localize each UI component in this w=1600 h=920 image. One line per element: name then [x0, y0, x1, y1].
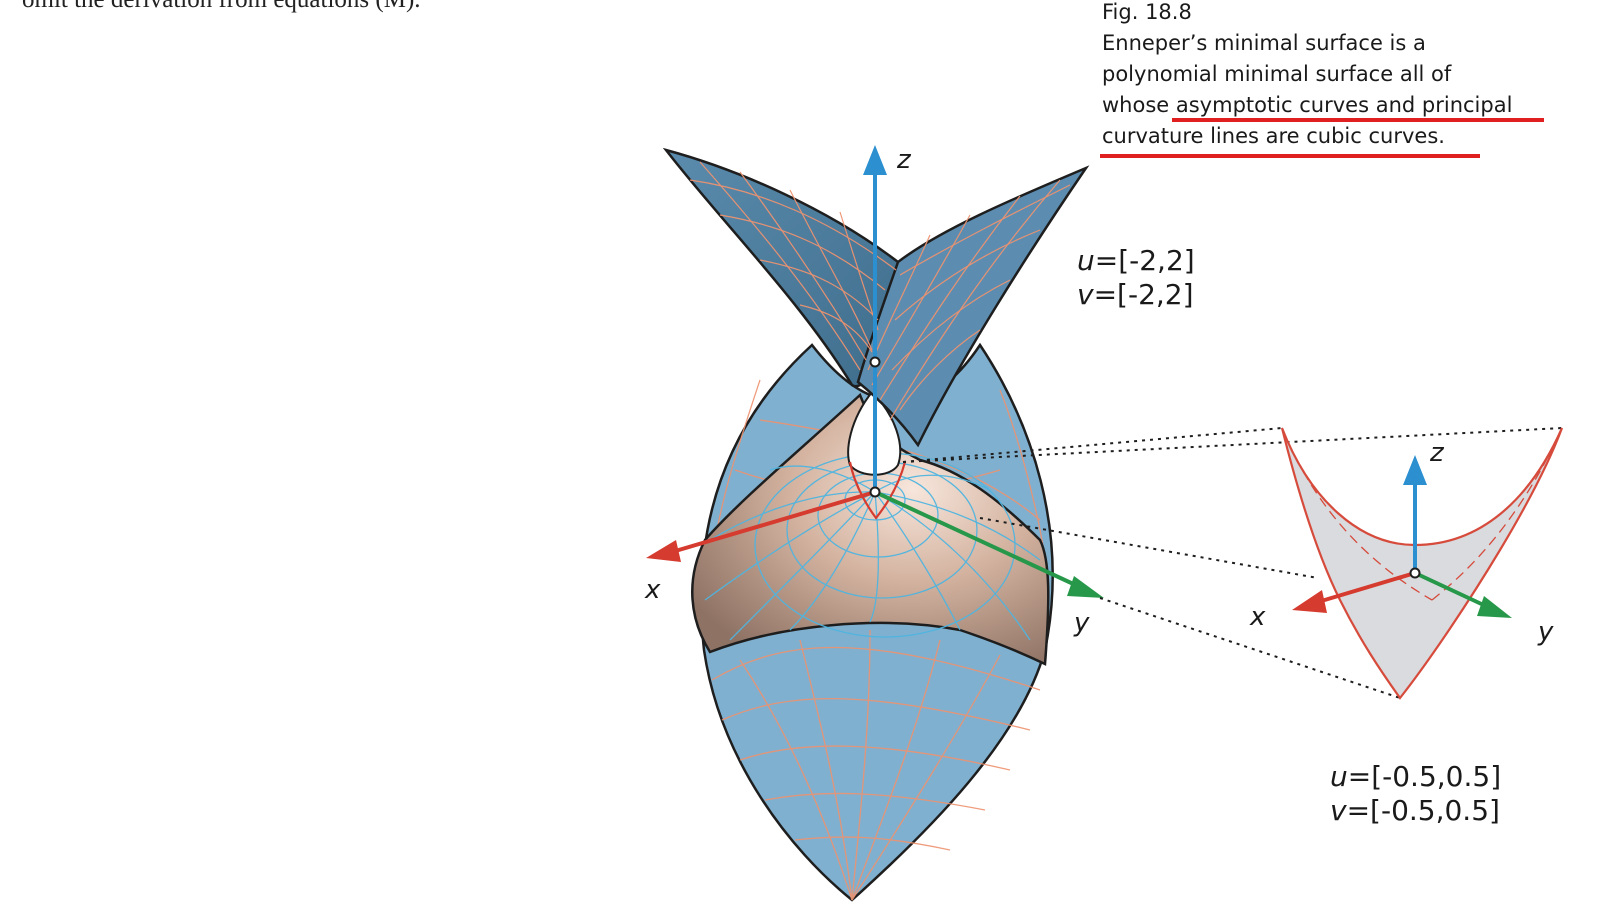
inset-y-arrowhead	[1477, 596, 1512, 618]
caption-line-1: Enneper’s minimal surface is a	[1102, 31, 1426, 55]
figure-number: Fig. 18.8	[1102, 0, 1192, 24]
zoom-connector-lines	[902, 427, 1563, 699]
main-u-range: u=[-2,2]	[1077, 244, 1195, 277]
body-text-fragment: omit the derivation from equations (M).	[22, 0, 421, 14]
inset-z-arrowhead	[1403, 455, 1427, 485]
inset-y-axis	[1414, 571, 1491, 610]
main-x-arrowhead	[646, 540, 681, 562]
inset-origin-point	[1409, 567, 1421, 579]
central-bowl	[691, 392, 1050, 666]
main-parameter-ranges: u=[-2,2] v=[-2,2]	[1077, 244, 1195, 312]
caption-line-4: curvature lines are cubic curves.	[1102, 124, 1445, 148]
main-x-label: x	[645, 575, 661, 605]
right-upper-wing	[856, 165, 1090, 448]
asymptotic-lines-lower	[711, 379, 1046, 901]
inset-y-label: y	[1538, 617, 1554, 647]
inset-x-label: x	[1250, 602, 1266, 632]
inner-small-patch-outline	[848, 461, 907, 520]
main-origin-point	[869, 486, 881, 498]
main-z-arrowhead	[863, 145, 887, 175]
inset-x-arrowhead	[1292, 590, 1327, 613]
main-v-range: v=[-2,2]	[1077, 278, 1194, 311]
inset-dashed-curve-left	[1281, 427, 1433, 601]
main-x-axis	[671, 490, 876, 554]
caption-line-2: polynomial minimal surface all of	[1102, 62, 1452, 86]
main-upper-point	[869, 356, 881, 368]
figure-caption: Fig. 18.8 Enneper’s minimal surface is a…	[1102, 0, 1592, 152]
caption-line-3: whose asymptotic curves and principal	[1102, 93, 1513, 117]
main-y-axis	[874, 490, 1083, 590]
main-z-label: z	[897, 145, 911, 175]
main-y-arrowhead	[1067, 576, 1104, 598]
inset-parameter-ranges: u=[-0.5,0.5] v=[-0.5,0.5]	[1330, 760, 1501, 828]
left-upper-wing	[662, 147, 900, 388]
inset-z-label: z	[1430, 438, 1444, 468]
inset-u-range: u=[-0.5,0.5]	[1330, 760, 1502, 793]
inset-x-axis	[1317, 571, 1416, 604]
inset-surface	[1280, 427, 1564, 700]
inset-v-range: v=[-0.5,0.5]	[1330, 794, 1500, 827]
main-y-label: y	[1074, 608, 1090, 638]
